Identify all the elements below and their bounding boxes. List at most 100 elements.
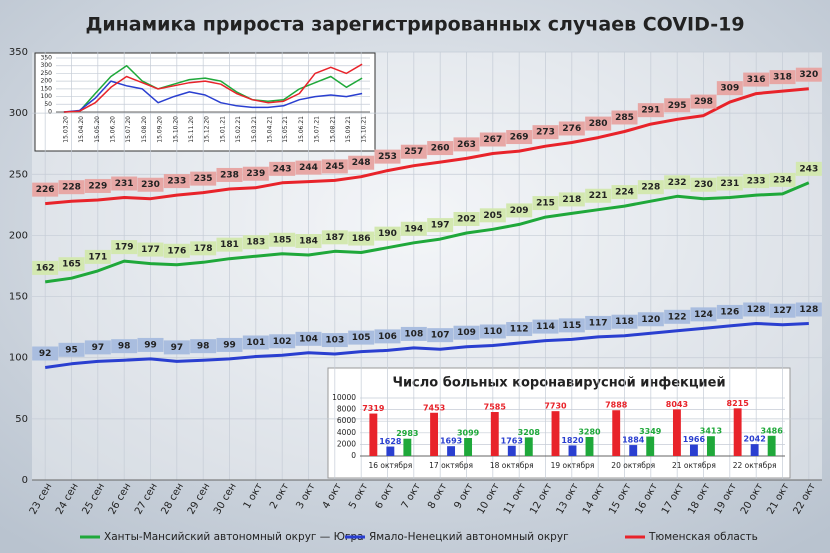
x-tick-label: 18 октября	[490, 461, 534, 470]
data-label: 280	[589, 119, 608, 129]
y-tick-label: 8000	[337, 405, 356, 414]
data-label: 109	[457, 328, 476, 338]
data-label-bg	[163, 174, 190, 189]
data-label-bg	[795, 302, 822, 317]
data-label: 128	[747, 305, 766, 315]
data-label: 114	[536, 322, 555, 332]
data-label: 218	[562, 195, 581, 205]
data-label-bg	[506, 322, 533, 337]
data-label-bg	[453, 137, 480, 152]
data-label: 1884	[622, 436, 645, 445]
data-label-bg	[611, 314, 638, 329]
y-tick-label: 200	[9, 230, 28, 241]
x-tick-label: 15.04.20	[78, 116, 85, 143]
data-label-bg	[84, 249, 111, 264]
data-label: 95	[65, 345, 78, 355]
data-label: 176	[167, 246, 186, 256]
x-tick-label: 15.04.21	[266, 116, 273, 143]
data-label: 185	[273, 235, 292, 245]
data-label: 3349	[639, 427, 662, 436]
data-label: 291	[641, 106, 660, 116]
data-label: 295	[668, 101, 687, 111]
y-tick-label: 350	[9, 47, 28, 58]
data-label-bg	[269, 334, 296, 349]
data-label: 231	[720, 179, 739, 189]
y-tick-label: 300	[9, 108, 28, 119]
data-label: 215	[536, 199, 555, 209]
data-label-bg	[111, 176, 138, 191]
data-label: 269	[510, 133, 529, 143]
data-label: 253	[378, 152, 397, 162]
series-line	[44, 181, 810, 284]
data-label: 98	[118, 342, 131, 352]
bar	[629, 445, 638, 456]
y-tick-label: 300	[41, 62, 53, 69]
y-tick-label: 2000	[337, 439, 356, 448]
data-label-bg	[427, 141, 454, 156]
bar	[568, 445, 577, 456]
y-tick-label: 4000	[337, 428, 356, 437]
data-label-bg	[558, 121, 585, 136]
data-label-bg	[190, 241, 217, 256]
data-label: 260	[431, 144, 450, 154]
x-tick-label: 20 октября	[611, 461, 655, 470]
data-label: 184	[299, 236, 318, 246]
bar	[767, 435, 776, 456]
data-label-bg	[532, 196, 559, 211]
data-label-bg	[690, 177, 717, 192]
data-label-bg	[558, 318, 585, 333]
bar	[403, 438, 412, 456]
data-label: 1763	[501, 436, 523, 445]
data-label: 226	[36, 185, 55, 195]
data-label: 298	[694, 97, 713, 107]
data-label: 318	[773, 73, 792, 83]
data-label: 165	[62, 260, 81, 270]
data-label: 3208	[518, 428, 541, 437]
bar	[447, 446, 456, 456]
data-label: 179	[115, 243, 134, 253]
bar	[524, 437, 533, 456]
data-label: 245	[325, 162, 344, 172]
bar	[507, 445, 516, 456]
data-label-bg	[716, 176, 743, 191]
data-label: 320	[799, 70, 818, 80]
inset-bar-title: Число больных коронавирусной инфекцией	[392, 376, 725, 391]
x-tick-label: 15.01.21	[219, 116, 226, 143]
bar	[750, 444, 759, 456]
data-label-bg	[58, 342, 85, 357]
data-label-bg	[558, 192, 585, 207]
y-tick-label: 0	[351, 451, 356, 460]
data-label: 233	[167, 177, 186, 187]
data-label: 209	[510, 206, 529, 216]
data-label-bg	[348, 231, 375, 246]
data-label-bg	[506, 130, 533, 145]
series-line	[44, 322, 809, 369]
data-label-bg	[137, 177, 164, 192]
data-label-bg	[190, 339, 217, 354]
data-label: 8215	[727, 399, 750, 408]
data-label-bg	[795, 67, 822, 82]
data-label-bg	[532, 319, 559, 334]
data-label-bg	[348, 330, 375, 345]
data-label: 181	[220, 240, 239, 250]
bar	[386, 446, 395, 456]
data-label-bg	[295, 160, 322, 175]
data-label: 3413	[700, 427, 722, 436]
data-label: 8043	[666, 400, 688, 409]
bar	[689, 444, 698, 456]
data-label-bg	[242, 335, 269, 350]
data-label-bg	[795, 161, 822, 176]
series-line	[63, 80, 363, 113]
data-label-bg	[137, 242, 164, 257]
data-label: 232	[668, 178, 687, 188]
legend-label: Ханты-Мансийский автономный округ — Югра	[104, 531, 364, 543]
x-tick-label: 15.03.20	[62, 116, 69, 143]
data-label-bg	[58, 180, 85, 195]
data-label: 120	[641, 315, 660, 325]
data-label: 110	[483, 327, 502, 337]
data-label: 316	[747, 75, 766, 85]
x-tick-label: 22 октября	[733, 461, 777, 470]
data-label: 276	[562, 124, 581, 134]
